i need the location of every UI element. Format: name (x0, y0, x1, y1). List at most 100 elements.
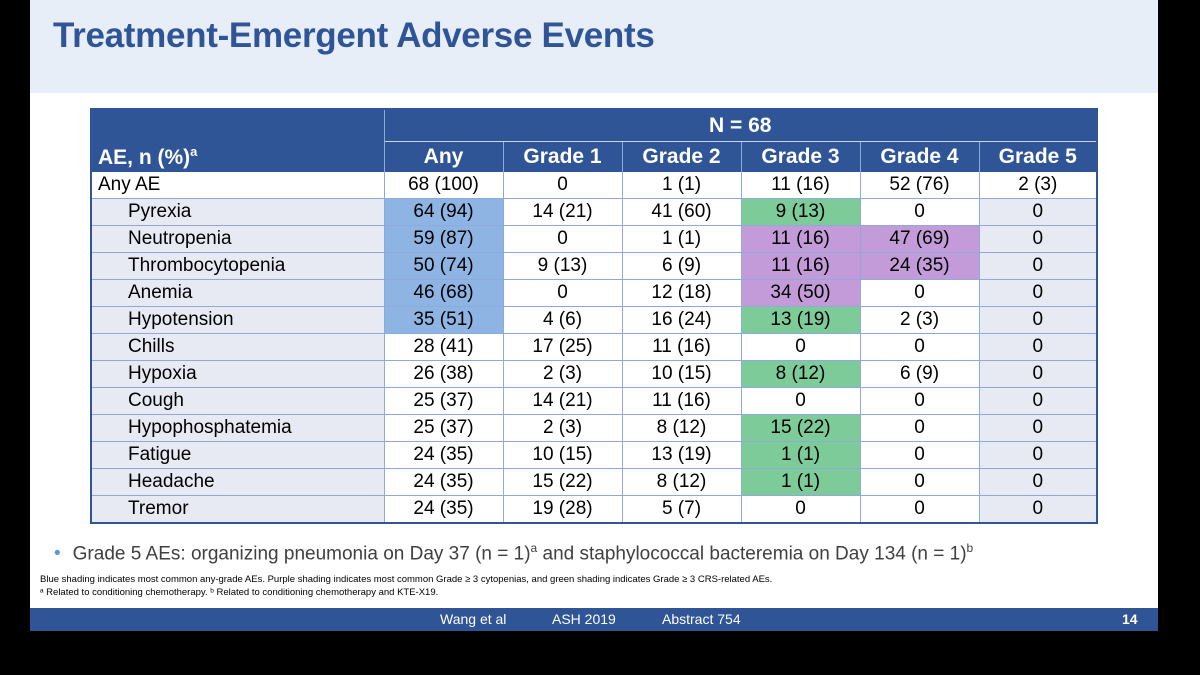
ae-name-cell: Tremor (90, 495, 385, 523)
value-cell: 0 (859, 468, 980, 496)
table-row: Hypoxia 26 (38) 2 (3) 10 (15) 8 (12) 6 (9) 0 (90, 360, 1098, 388)
value-cell: 1 (1) (740, 468, 861, 496)
footer-authors: Wang et al (440, 611, 507, 627)
slide: Treatment-Emergent Adverse Events N = 68… (30, 0, 1158, 631)
slide-title: Treatment-Emergent Adverse Events (53, 16, 655, 55)
value-cell: 10 (15) (621, 360, 742, 388)
column-header-any: Any (383, 141, 504, 172)
value-cell: 11 (16) (621, 333, 742, 361)
grade5-bullet: • Grade 5 AEs: organizing pneumonia on Da… (54, 541, 973, 565)
value-cell: 15 (22) (502, 468, 623, 496)
value-cell: 17 (25) (502, 333, 623, 361)
value-cell: 0 (859, 198, 980, 226)
table-row: Hypotension 35 (51) 4 (6) 16 (24) 13 (19) 2 (… (90, 306, 1098, 334)
value-cell: 0 (978, 279, 1098, 307)
column-header-grade-5: Grade 5 (978, 141, 1098, 172)
value-cell: 6 (9) (859, 360, 980, 388)
value-cell: 46 (68) (383, 279, 504, 307)
ae-column-header-sup: a (190, 143, 198, 159)
value-cell: 0 (740, 387, 861, 415)
value-cell: 52 (76) (859, 172, 980, 199)
bullet-sup-b: b (966, 541, 974, 555)
column-header-grade-2: Grade 2 (621, 141, 742, 172)
value-cell: 11 (16) (740, 172, 861, 199)
shading-footnote: Blue shading indicates most common any-g… (40, 574, 773, 585)
title-band: Treatment-Emergent Adverse Events (30, 0, 1158, 93)
value-cell: 24 (35) (383, 441, 504, 469)
footer-page-number: 14 (1122, 611, 1138, 627)
value-cell: 0 (502, 279, 623, 307)
value-cell: 16 (24) (621, 306, 742, 334)
value-cell: 0 (978, 468, 1098, 496)
footer-abstract: Abstract 754 (662, 611, 741, 627)
ae-column-header-text: AE, n (%) (98, 145, 191, 169)
value-cell: 0 (978, 306, 1098, 334)
value-cell: 0 (859, 279, 980, 307)
value-cell: 0 (502, 172, 623, 199)
value-cell: 1 (1) (621, 225, 742, 253)
value-cell: 0 (978, 495, 1098, 523)
value-cell: 8 (12) (621, 414, 742, 442)
header-row-n: N = 68 (90, 109, 1098, 142)
table-row: Tremor 24 (35) 19 (28) 5 (7) 0 0 0 (90, 495, 1098, 523)
value-cell: 10 (15) (502, 441, 623, 469)
value-cell: 34 (50) (740, 279, 861, 307)
table-row: Chills 28 (41) 17 (25) 11 (16) 0 0 0 (90, 333, 1098, 361)
value-cell: 35 (51) (383, 306, 504, 334)
value-cell: 4 (6) (502, 306, 623, 334)
ae-name-cell: Chills (90, 333, 385, 361)
value-cell: 47 (69) (859, 225, 980, 253)
value-cell: 19 (28) (502, 495, 623, 523)
value-cell: 25 (37) (383, 387, 504, 415)
ae-name-cell: Thrombocytopenia (90, 252, 385, 280)
value-cell: 0 (859, 414, 980, 442)
ae-name-cell: Pyrexia (90, 198, 385, 226)
value-cell: 0 (978, 333, 1098, 361)
table-row: Hypophosphatemia 25 (37) 2 (3) 8 (12) 15 (22… (90, 414, 1098, 442)
bullet-dot: • (54, 543, 61, 565)
value-cell: 9 (13) (740, 198, 861, 226)
value-cell: 2 (3) (859, 306, 980, 334)
table-row: Fatigue 24 (35) 10 (15) 13 (19) 1 (1) 0 0 (90, 441, 1098, 469)
header-blank-cell (90, 109, 385, 142)
bullet-text-2: and staphylococcal bacteremia on Day 134… (537, 543, 967, 565)
value-cell: 2 (3) (978, 172, 1098, 199)
value-cell: 68 (100) (383, 172, 504, 199)
value-cell: 12 (18) (621, 279, 742, 307)
value-cell: 0 (978, 252, 1098, 280)
value-cell: 15 (22) (740, 414, 861, 442)
value-cell: 11 (16) (621, 387, 742, 415)
footer-bar: Wang et al ASH 2019 Abstract 754 14 (30, 608, 1158, 631)
value-cell: 0 (978, 225, 1098, 253)
ae-column-header: AE, n (%)a (91, 141, 385, 172)
value-cell: 14 (21) (502, 387, 623, 415)
adverse-events-table: N = 68 AE, n (%)a Any Grade 1 Grade 2 Gr… (90, 108, 1099, 524)
value-cell: 9 (13) (502, 252, 623, 280)
table-row: Pyrexia 64 (94) 14 (21) 41 (60) 9 (13) 0 0 (90, 198, 1098, 226)
value-cell: 0 (978, 360, 1098, 388)
table-row: Any AE 68 (100) 0 1 (1) 11 (16) 52 (76) 2 (3) (90, 172, 1098, 199)
ae-name-cell: Hypophosphatemia (90, 414, 385, 442)
bullet-sup-a: a (530, 541, 538, 555)
column-header-grade-3: Grade 3 (740, 141, 861, 172)
value-cell: 13 (19) (621, 441, 742, 469)
column-header-grade-4: Grade 4 (859, 141, 980, 172)
value-cell: 28 (41) (383, 333, 504, 361)
value-cell: 1 (1) (740, 441, 861, 469)
value-cell: 0 (859, 495, 980, 523)
value-cell: 6 (9) (621, 252, 742, 280)
value-cell: 59 (87) (383, 225, 504, 253)
value-cell: 11 (16) (740, 252, 861, 280)
value-cell: 0 (740, 495, 861, 523)
value-cell: 24 (35) (383, 495, 504, 523)
table-row: Neutropenia 59 (87) 0 1 (1) 11 (16) 47 (69) 0 (90, 225, 1098, 253)
ae-name-cell: Headache (90, 468, 385, 496)
value-cell: 26 (38) (383, 360, 504, 388)
column-header-grade-1: Grade 1 (502, 141, 623, 172)
value-cell: 50 (74) (383, 252, 504, 280)
value-cell: 1 (1) (621, 172, 742, 199)
value-cell: 24 (35) (383, 468, 504, 496)
value-cell: 0 (978, 441, 1098, 469)
table-row: Cough 25 (37) 14 (21) 11 (16) 0 0 0 (90, 387, 1098, 415)
value-cell: 0 (859, 441, 980, 469)
